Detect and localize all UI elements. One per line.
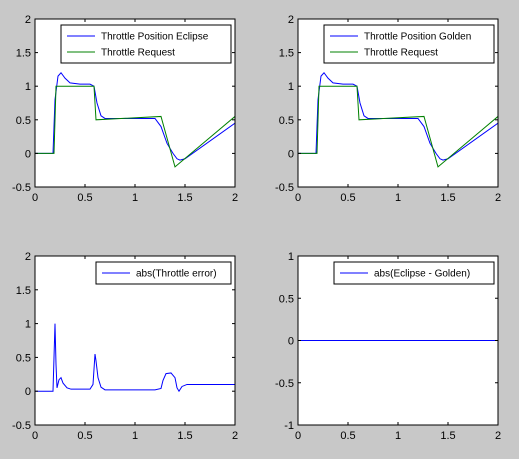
x-tick-label: 0 <box>32 430 38 442</box>
series-line-1 <box>35 71 235 161</box>
x-tick-label: 1 <box>132 430 138 442</box>
y-tick-label: 1.5 <box>16 48 31 60</box>
x-tick-label: 2 <box>495 192 501 204</box>
x-tick-label: 1.5 <box>177 430 192 442</box>
legend-box <box>95 261 232 285</box>
y-tick-label: 1 <box>288 81 294 93</box>
legend: Throttle Position Eclipse Throttle Reques… <box>60 24 232 64</box>
y-tick-label: 2 <box>288 14 294 26</box>
legend-entry: abs(Eclipse - Golden) <box>374 269 470 280</box>
y-tick-label: 0.5 <box>16 352 31 364</box>
y-tick-label: 1 <box>288 251 294 263</box>
legend-entry: Throttle Position Eclipse <box>101 32 209 43</box>
legend-box <box>333 261 495 285</box>
legend-box <box>323 24 495 64</box>
y-tick-label: -0.5 <box>12 182 31 194</box>
y-tick-label: -1 <box>284 420 294 432</box>
y-tick-label: 1.5 <box>279 48 294 60</box>
legend: abs(Throttle error) <box>95 261 232 285</box>
y-tick-label: 0 <box>288 336 294 348</box>
legend-entry: abs(Throttle error) <box>136 269 217 280</box>
x-tick-label: 1 <box>132 192 138 204</box>
y-tick-label: 0.5 <box>16 115 31 127</box>
legend: Throttle Position Golden Throttle Request <box>323 24 495 64</box>
x-tick-label: 1 <box>395 430 401 442</box>
x-tick-label: 0 <box>295 430 301 442</box>
x-tick-label: 0.5 <box>340 430 355 442</box>
legend-entry: Throttle Position Golden <box>364 32 471 43</box>
y-tick-label: 0.5 <box>279 115 294 127</box>
x-tick-label: 2 <box>232 430 238 442</box>
series-line-2 <box>298 85 498 168</box>
y-tick-label: 0 <box>25 148 31 160</box>
x-tick-label: 1.5 <box>440 192 455 204</box>
x-tick-label: 0.5 <box>77 192 92 204</box>
x-tick-label: 0 <box>295 192 301 204</box>
x-tick-label: 2 <box>232 192 238 204</box>
plot-4: 0 0.5 1 1.5 2 -1 -0.5 0 0.5 1 abs(Eclipse - Golden… <box>275 251 501 442</box>
x-tick-label: 1.5 <box>177 192 192 204</box>
series-line-2 <box>35 85 235 168</box>
y-tick-label: 2 <box>25 251 31 263</box>
y-tick-label: 0.5 <box>279 293 294 305</box>
y-tick-label: 1.5 <box>16 285 31 297</box>
x-tick-label: 2 <box>495 430 501 442</box>
legend-entry: Throttle Request <box>101 48 175 59</box>
y-tick-label: 2 <box>25 14 31 26</box>
y-tick-label: 1 <box>25 319 31 331</box>
y-tick-label: 1 <box>25 81 31 93</box>
x-tick-label: 0 <box>32 192 38 204</box>
y-tick-label: -0.5 <box>275 378 294 390</box>
y-tick-label: -0.5 <box>275 182 294 194</box>
y-tick-label: 0 <box>288 148 294 160</box>
x-tick-label: 1.5 <box>440 430 455 442</box>
legend: abs(Eclipse - Golden) <box>333 261 495 285</box>
x-tick-label: 1 <box>395 192 401 204</box>
y-tick-label: -0.5 <box>12 420 31 432</box>
x-tick-label: 0.5 <box>77 430 92 442</box>
series-line-1 <box>35 323 235 393</box>
legend-box <box>60 24 232 64</box>
y-tick-label: 0 <box>25 386 31 398</box>
x-tick-label: 0.5 <box>340 192 355 204</box>
series-line-1 <box>298 71 498 161</box>
legend-entry: Throttle Request <box>364 48 438 59</box>
